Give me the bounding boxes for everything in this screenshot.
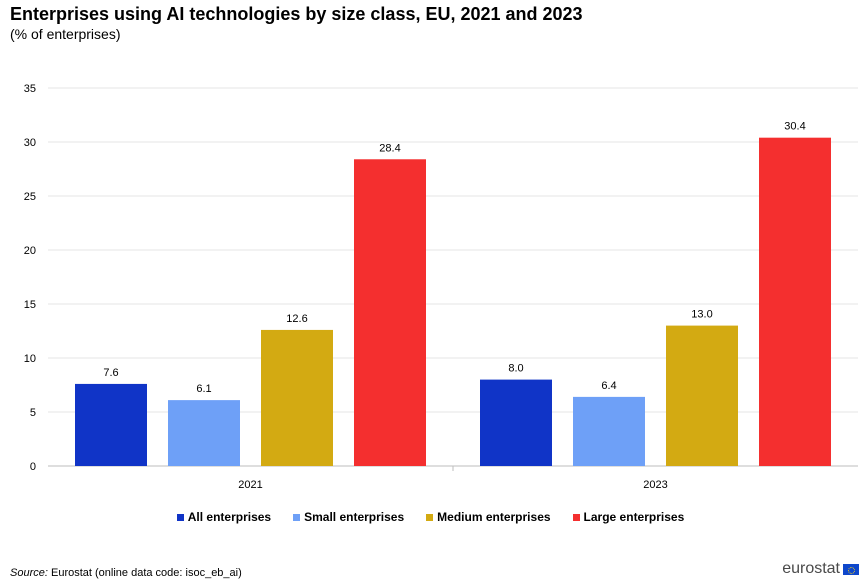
y-tick-label: 10 — [24, 353, 36, 365]
legend-label: Large enterprises — [583, 510, 685, 524]
y-tick-label: 5 — [30, 407, 36, 419]
bar — [480, 379, 552, 466]
data-label: 8.0 — [508, 363, 523, 375]
eu-flag-icon — [843, 563, 859, 575]
bar — [261, 329, 333, 466]
logo-text: eurostat — [782, 560, 840, 577]
data-label: 6.1 — [196, 383, 211, 395]
y-tick-label: 25 — [24, 191, 36, 203]
eurostat-logo: eurostat — [782, 560, 859, 578]
legend: All enterprises Small enterprises Medium e… — [0, 510, 861, 524]
data-label: 12.6 — [286, 313, 307, 325]
data-label: 30.4 — [784, 121, 805, 133]
legend-item: Small enterprises — [293, 510, 404, 524]
legend-item: All enterprises — [176, 510, 272, 524]
legend-label: Medium enterprises — [437, 510, 551, 524]
x-tick-label: 2023 — [643, 479, 667, 491]
data-label: 28.4 — [379, 142, 400, 154]
legend-swatch — [572, 513, 580, 521]
legend-item: Medium enterprises — [426, 510, 551, 524]
data-label: 13.0 — [691, 309, 712, 321]
bar — [354, 159, 426, 466]
legend-label: Small enterprises — [304, 510, 405, 524]
legend-swatch — [293, 513, 301, 521]
bar — [666, 325, 738, 466]
bar — [759, 137, 831, 466]
y-tick-label: 35 — [24, 83, 36, 95]
bar-chart: 0 5 10 15 20 25 30 35 7.6 6.1 12.6 28.4 2021 8.0 6.4 13… — [24, 83, 858, 491]
bar — [573, 396, 645, 466]
legend-swatch — [426, 513, 434, 521]
y-tick-label: 30 — [24, 137, 36, 149]
y-tick-label: 0 — [30, 461, 36, 473]
bar — [75, 383, 147, 466]
source-note: Source: Eurostat (online data code: isoc… — [10, 567, 242, 579]
legend-swatch — [176, 513, 184, 521]
y-tick-label: 15 — [24, 299, 36, 311]
data-label: 6.4 — [601, 380, 616, 392]
data-label: 7.6 — [103, 367, 118, 379]
legend-item: Large enterprises — [572, 510, 685, 524]
chart-title: Enterprises using AI technologies by siz… — [10, 4, 583, 24]
chart-subtitle: (% of enterprises) — [10, 26, 121, 42]
y-tick-label: 20 — [24, 245, 36, 257]
legend-label: All enterprises — [187, 510, 272, 524]
x-tick-label: 2021 — [238, 479, 262, 491]
bar — [168, 400, 240, 466]
